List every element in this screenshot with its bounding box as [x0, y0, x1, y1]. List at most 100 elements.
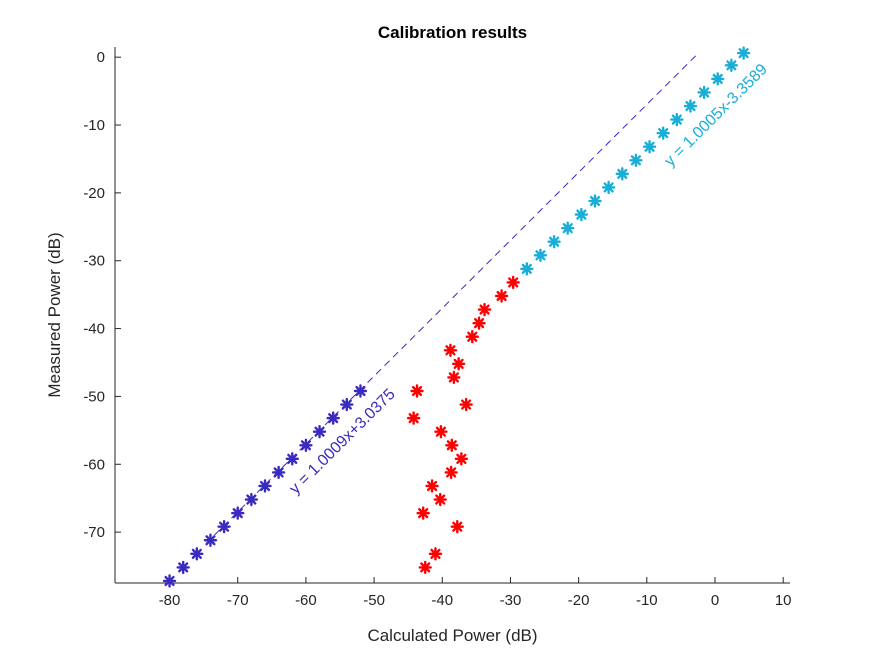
- data-point-stroke: [671, 114, 682, 125]
- data-point-stroke: [178, 562, 189, 573]
- data-point: [506, 275, 520, 290]
- data-point: [299, 438, 313, 452]
- data-point: [433, 492, 447, 507]
- y-tick-label: -20: [83, 185, 105, 202]
- data-point-stroke: [355, 385, 366, 397]
- x-tick-label: -60: [295, 592, 317, 609]
- data-point: [428, 547, 443, 561]
- y-tick-label: -30: [83, 253, 105, 270]
- x-tick-label: -70: [227, 592, 249, 609]
- data-point-stroke: [328, 413, 339, 424]
- data-point: [642, 140, 657, 154]
- data-point: [447, 370, 461, 385]
- data-point-stroke: [164, 575, 175, 587]
- data-point: [465, 330, 479, 344]
- data-point: [285, 452, 299, 466]
- data-point-stroke: [603, 182, 614, 193]
- data-point-stroke: [726, 60, 737, 71]
- data-point-stroke: [644, 141, 655, 152]
- data-point: [418, 560, 432, 575]
- data-point-stroke: [589, 195, 601, 207]
- data-point: [444, 465, 458, 480]
- data-point-stroke: [408, 413, 419, 424]
- plot-area: [115, 47, 790, 583]
- data-point: [203, 533, 218, 547]
- chart-title: Calibration results: [378, 23, 527, 42]
- data-point-stroke: [446, 440, 457, 451]
- data-point-stroke: [435, 426, 446, 437]
- data-point-stroke: [435, 494, 446, 505]
- data-point: [459, 397, 473, 412]
- data-point-stroke: [287, 453, 298, 464]
- data-point: [406, 411, 421, 425]
- data-point-stroke: [446, 467, 457, 478]
- data-point-stroke: [426, 480, 438, 492]
- data-point: [312, 424, 327, 439]
- data-point-stroke: [496, 290, 507, 302]
- data-point: [190, 547, 204, 561]
- y-tick-label: -40: [83, 321, 105, 338]
- data-point: [697, 85, 711, 100]
- data-point-stroke: [205, 535, 216, 546]
- data-point: [340, 397, 354, 412]
- data-point-stroke: [420, 562, 431, 573]
- data-point-stroke: [658, 128, 669, 139]
- data-point: [547, 235, 561, 249]
- y-tick-label: -10: [83, 117, 105, 134]
- data-point: [231, 506, 245, 520]
- data-point: [451, 357, 466, 371]
- data-point-stroke: [259, 480, 271, 492]
- y-tick-label: 0: [97, 49, 105, 66]
- data-point: [271, 465, 286, 480]
- data-point-stroke: [699, 87, 710, 98]
- data-point: [176, 560, 190, 575]
- data-point-stroke: [461, 399, 472, 410]
- data-point: [670, 112, 684, 127]
- data-point: [520, 262, 534, 276]
- data-point-stroke: [456, 453, 467, 464]
- data-point-stroke: [535, 250, 546, 261]
- data-point-stroke: [452, 521, 463, 532]
- data-point: [724, 58, 739, 73]
- data-point: [425, 479, 439, 493]
- data-point-stroke: [219, 521, 230, 532]
- data-point-stroke: [738, 48, 749, 59]
- data-point-stroke: [273, 467, 284, 478]
- data-point-stroke: [430, 548, 441, 559]
- data-point: [445, 438, 459, 452]
- data-point-stroke: [191, 548, 202, 559]
- data-point: [450, 519, 464, 534]
- data-point: [353, 384, 368, 398]
- data-point-stroke: [453, 358, 464, 369]
- data-point: [244, 492, 259, 507]
- data-point-stroke: [630, 155, 641, 166]
- data-point: [217, 519, 231, 534]
- data-point: [494, 289, 509, 303]
- data-point: [416, 506, 430, 520]
- data-point-stroke: [448, 372, 459, 383]
- y-tick-label: -70: [83, 524, 105, 541]
- data-point: [615, 167, 629, 181]
- data-point-stroke: [300, 440, 311, 451]
- data-point: [629, 153, 643, 168]
- data-point-stroke: [246, 494, 257, 505]
- data-point: [533, 248, 548, 262]
- data-point: [683, 99, 698, 113]
- x-tick-label: -10: [636, 592, 658, 609]
- data-point-stroke: [418, 508, 429, 519]
- data-point-stroke: [341, 399, 352, 410]
- data-point: [477, 302, 492, 317]
- data-point-stroke: [232, 508, 243, 519]
- x-tick-label: -30: [500, 592, 522, 609]
- data-point: [711, 72, 725, 86]
- data-point-stroke: [508, 277, 519, 288]
- data-point: [736, 46, 751, 60]
- data-point: [574, 207, 589, 222]
- x-tick-label: -80: [159, 592, 181, 609]
- x-tick-label: 10: [775, 592, 792, 609]
- data-point-stroke: [685, 100, 696, 112]
- data-point-stroke: [445, 345, 456, 356]
- data-point: [472, 316, 486, 330]
- data-point: [326, 411, 340, 425]
